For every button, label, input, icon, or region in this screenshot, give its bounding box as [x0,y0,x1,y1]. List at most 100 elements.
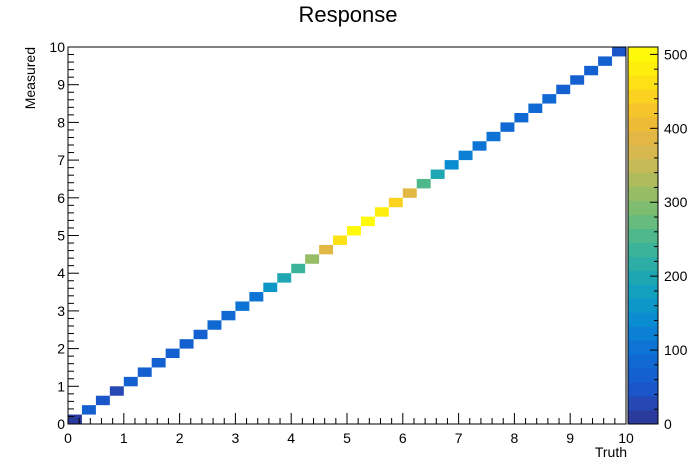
heatmap-cell-20 [347,226,361,236]
heatmap-cell-1 [81,405,96,415]
heatmap-cell-2 [95,395,110,406]
palette-tick-label: 0 [664,416,672,432]
palette-swatch-2 [628,382,658,397]
heatmap-cell-15 [277,273,292,283]
heatmap-cell-32 [514,112,529,123]
heatmap-cell-14 [263,282,278,293]
heatmap-cell-26 [430,169,445,179]
heatmap-cell-6 [151,358,166,368]
heatmap-cell-34 [542,94,557,104]
palette-swatch-4 [628,354,658,369]
heatmap-cell-9 [193,329,208,340]
y-tick-label: 0 [57,416,65,432]
heatmap-cell-12 [235,301,250,311]
y-tick-label: 7 [57,152,65,168]
palette-swatch-14 [628,214,658,230]
heatmap-cell-16 [291,263,306,274]
heatmap-cell-25 [416,178,431,189]
palette-swatch-22 [628,102,658,118]
palette-swatch-7 [628,312,658,327]
palette-tick-label: 100 [664,342,688,358]
heatmap-cell-35 [556,84,571,95]
heatmap-cell-33 [528,103,543,113]
heatmap-cell-36 [570,75,585,85]
x-tick-label: 3 [232,430,240,446]
x-tick-label: 8 [511,430,519,446]
heatmap-cell-37 [584,65,599,76]
palette-swatch-11 [628,256,658,271]
palette-swatch-15 [628,200,658,216]
heatmap-cell-19 [333,235,347,245]
y-tick-label: 8 [57,114,65,130]
palette-swatch-19 [628,144,658,160]
palette-swatch-3 [628,368,658,383]
palette-swatch-16 [628,186,658,202]
palette-swatch-9 [628,284,658,299]
heatmap-cell-29 [472,141,487,151]
heatmap-cell-39 [612,47,626,57]
heatmap-cell-7 [165,348,180,359]
y-tick-label: 5 [57,228,65,244]
heatmap-cell-3 [109,386,124,396]
y-tick-label: 2 [57,341,65,357]
palette-swatch-20 [628,130,658,146]
palette-tick-label: 400 [664,120,688,136]
heatmap-cell-13 [249,292,264,302]
heatmap-cell-30 [486,131,501,142]
palette-swatch-1 [628,396,658,411]
palette-swatch-5 [628,340,658,355]
x-axis-label: Truth [595,444,627,460]
heatmap-cell-28 [458,150,473,161]
palette-tick-label: 300 [664,194,688,210]
heatmap-cell-38 [598,56,613,66]
heatmap-cell-22 [374,207,389,217]
palette-swatch-24 [628,74,658,90]
heatmap-cell-31 [500,122,515,132]
heatmap-cells [68,47,626,424]
palette-swatch-26 [628,47,658,62]
heatmap-cell-5 [137,367,152,377]
palette-swatch-8 [628,298,658,313]
palette-swatch-17 [628,172,658,188]
palette-swatch-25 [628,60,658,76]
x-tick-label: 9 [566,430,574,446]
x-tick-label: 7 [455,430,463,446]
y-tick-label: 6 [57,190,65,206]
heatmap-cell-24 [402,188,417,198]
palette-swatch-12 [628,242,658,257]
palette-swatch-0 [628,410,658,425]
x-tick-label: 0 [64,430,72,446]
palette-swatch-10 [628,270,658,285]
color-palette-bar: 0 100 200 300 400 500 [627,46,688,432]
palette-swatch-23 [628,88,658,104]
y-tick-label: 10 [49,39,65,55]
palette-swatch-18 [628,158,658,174]
heatmap-cell-18 [319,244,334,255]
x-tick-label: 4 [287,430,295,446]
axes: 0 1 2 3 4 5 6 7 8 9 10 0 1 2 3 4 5 6 7 8 9 10 [49,39,634,446]
heatmap-cell-4 [123,376,138,387]
heatmap-cell-10 [207,320,222,330]
palette-swatch-21 [628,116,658,132]
heatmap-cell-11 [221,310,236,321]
heatmap-cell-27 [444,160,459,170]
heatmap-cell-23 [388,197,403,208]
x-tick-label: 10 [618,430,634,446]
heatmap-cell-8 [179,339,194,349]
y-tick-label: 1 [57,378,65,394]
y-tick-label: 4 [57,265,65,281]
palette-tick-label: 200 [664,268,688,284]
palette-swatch-13 [628,228,658,243]
x-tick-label: 2 [176,430,184,446]
heatmap-cell-0 [68,414,82,424]
heatmap-cell-17 [305,254,320,264]
y-tick-label: 9 [57,77,65,93]
palette-swatch-6 [628,326,658,341]
palette-frame [627,46,659,425]
x-tick-label: 6 [399,430,407,446]
y-tick-label: 3 [57,303,65,319]
y-axis-label: Measured [22,47,38,109]
heatmap-cell-21 [360,216,375,227]
x-tick-label: 1 [120,430,128,446]
